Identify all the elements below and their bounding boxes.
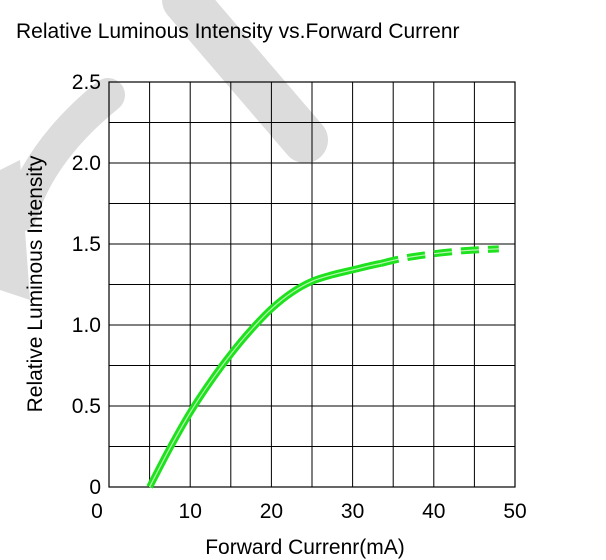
watermark-stroke bbox=[0, 160, 30, 300]
watermark bbox=[0, 0, 328, 300]
y-tick-labels: 0 0.5 1.0 1.5 2.0 2.5 bbox=[72, 71, 101, 499]
series-dashed-line bbox=[380, 245, 499, 267]
watermark-stroke bbox=[3, 78, 125, 232]
x-tick-label: 40 bbox=[422, 500, 445, 523]
series-solid-line bbox=[146, 259, 382, 489]
x-tick-labels: 0 10 20 30 40 50 bbox=[91, 500, 527, 523]
y-tick-label: 1.5 bbox=[72, 233, 101, 256]
x-tick-label: 50 bbox=[503, 500, 526, 523]
plot-frame bbox=[108, 81, 516, 488]
y-tick-label: 0.5 bbox=[72, 395, 101, 418]
y-tick-label: 0 bbox=[89, 476, 101, 499]
y-tick-label: 2.5 bbox=[72, 71, 101, 94]
x-tick-label: 20 bbox=[260, 500, 283, 523]
y-tick-label: 1.0 bbox=[72, 314, 101, 337]
x-axis-label: Forward Currenr(mA) bbox=[205, 536, 405, 559]
y-axis-label: Relative Luminous Intensity bbox=[24, 155, 47, 412]
watermark-stroke bbox=[162, 0, 328, 163]
y-tick-label: 2.0 bbox=[72, 152, 101, 175]
grid bbox=[108, 81, 516, 488]
series-highlight bbox=[149, 262, 382, 488]
x-tick-label: 10 bbox=[179, 500, 202, 523]
x-tick-label: 30 bbox=[341, 500, 364, 523]
x-tick-label: 0 bbox=[91, 500, 103, 523]
curves bbox=[146, 245, 499, 489]
chart-title: Relative Luminous Intensity vs.Forward C… bbox=[16, 20, 460, 43]
series-highlight bbox=[380, 248, 499, 264]
